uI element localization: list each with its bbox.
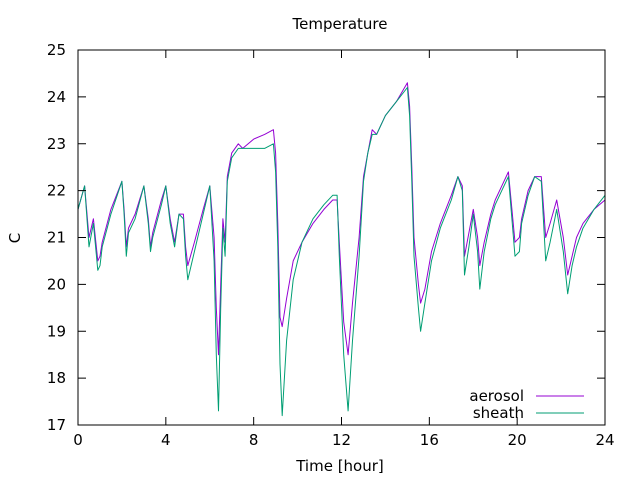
y-tick-label: 17 [47,416,66,434]
x-tick-label: 24 [595,431,614,449]
x-axis-label: Time [hour] [295,457,384,475]
y-tick-label: 25 [47,41,66,59]
y-tick-label: 22 [47,182,66,200]
ticks-layer: 0 4 8 12 16 20 24 17 18 19 20 21 22 23 24 25 [47,41,615,449]
x-tick-label: 8 [249,431,259,449]
plot-frame [77,49,606,426]
x-tick-label: 20 [508,431,527,449]
x-tick-label: 12 [332,431,351,449]
y-axis-label: C [6,233,24,243]
series-layer [77,82,606,417]
y-tick-label: 24 [47,88,66,106]
y-tick-label: 23 [47,135,66,153]
legend-label-sheath: sheath [473,404,524,422]
x-tick-label: 4 [161,431,171,449]
x-tick-label: 16 [420,431,439,449]
x-tick-label: 0 [73,431,83,449]
legend-label-aerosol: aerosol [469,387,524,405]
y-tick-label: 21 [47,229,66,247]
series-line-aerosol [77,82,606,356]
chart-title: Temperature [291,15,387,33]
y-tick-label: 18 [47,369,66,387]
y-tick-label: 20 [47,275,66,293]
y-tick-label: 19 [47,322,66,340]
series-line-sheath [77,87,606,417]
